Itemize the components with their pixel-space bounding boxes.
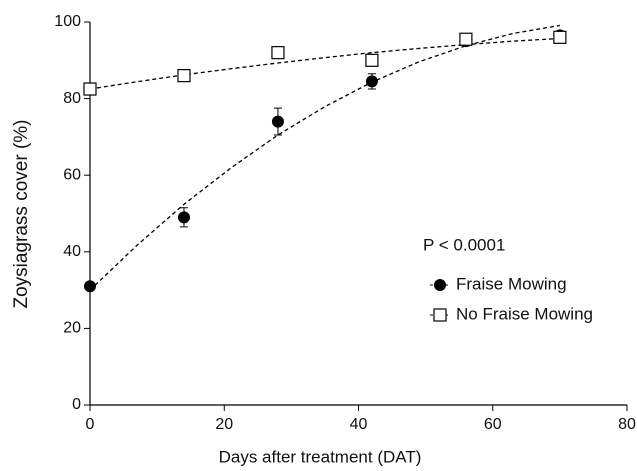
legend-marker — [433, 308, 447, 322]
y-tick-label: 0 — [72, 396, 81, 413]
data-point — [553, 30, 567, 44]
x-tick-label: 60 — [484, 416, 502, 433]
y-tick-label: 80 — [63, 90, 81, 107]
data-point — [177, 211, 190, 224]
x-tick-label: 20 — [215, 416, 233, 433]
data-point — [83, 82, 97, 96]
legend-label: Fraise Mowing — [456, 274, 567, 293]
trend-line — [89, 24, 560, 291]
data-point — [84, 280, 96, 293]
data-point — [271, 115, 284, 128]
y-axis-label: Zoysiagrass cover (%) — [11, 120, 32, 309]
y-tick-label: 20 — [63, 320, 81, 337]
y-tick-label: 40 — [63, 243, 81, 260]
annotation: P < 0.0001 — [423, 235, 505, 254]
x-tick-label: 40 — [350, 416, 368, 433]
x-tick-label: 80 — [618, 416, 636, 433]
data-point — [177, 69, 191, 83]
data-point — [365, 53, 379, 67]
y-tick-label: 60 — [63, 166, 81, 183]
trend-line — [89, 37, 560, 90]
x-axis-label: Days after treatment (DAT) — [219, 447, 422, 466]
legend-label: No Fraise Mowing — [456, 304, 593, 323]
data-point — [271, 46, 285, 60]
x-tick-label: 0 — [86, 416, 95, 433]
data-point — [365, 75, 378, 88]
legend-marker — [434, 279, 446, 291]
y-tick-label: 100 — [54, 13, 81, 30]
data-point — [459, 32, 473, 46]
